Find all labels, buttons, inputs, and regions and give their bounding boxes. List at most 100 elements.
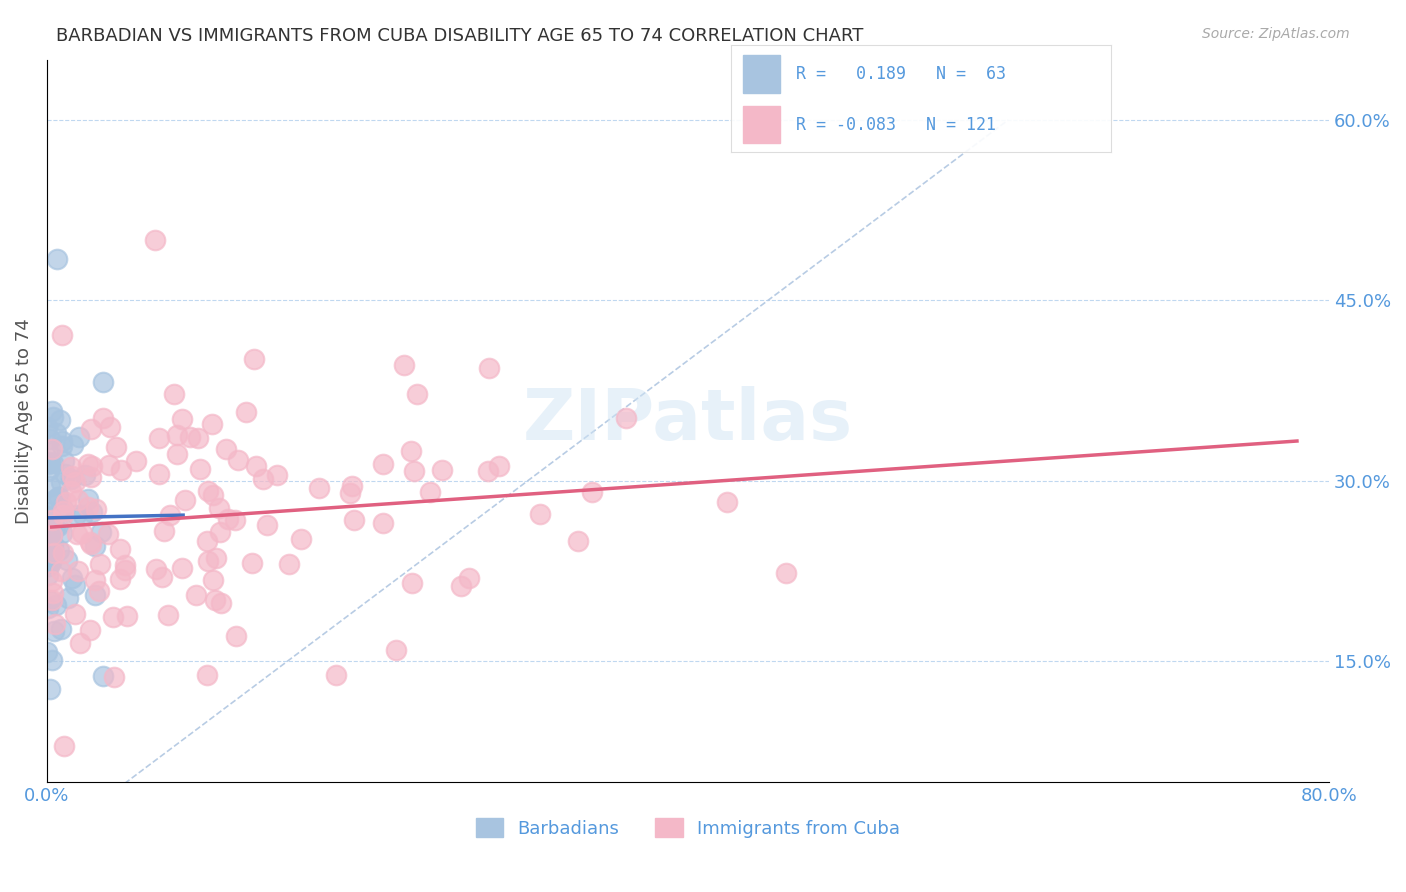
Point	[245, 458, 267, 473]
Point	[51, 439, 73, 453]
Point	[200, 417, 222, 431]
Point	[325, 667, 347, 681]
Point	[72, 508, 94, 522]
Point	[52, 504, 75, 518]
Point	[197, 483, 219, 498]
Point	[373, 457, 395, 471]
Point	[226, 453, 249, 467]
Point	[38, 559, 60, 574]
Point	[392, 358, 415, 372]
Point	[235, 405, 257, 419]
Point	[37, 645, 59, 659]
Point	[63, 475, 86, 489]
Point	[42, 586, 65, 600]
Point	[114, 558, 136, 573]
Point	[401, 444, 423, 458]
Point	[208, 525, 231, 540]
Point	[89, 557, 111, 571]
Point	[567, 534, 589, 549]
Point	[243, 351, 266, 366]
Point	[186, 588, 208, 602]
Point	[145, 562, 167, 576]
Point	[110, 462, 132, 476]
Point	[45, 426, 67, 441]
Text: BARBADIAN VS IMMIGRANTS FROM CUBA DISABILITY AGE 65 TO 74 CORRELATION CHART: BARBADIAN VS IMMIGRANTS FROM CUBA DISABI…	[56, 27, 863, 45]
Point	[65, 508, 87, 522]
Point	[205, 550, 228, 565]
Point	[581, 485, 603, 500]
Point	[48, 491, 70, 505]
Point	[80, 458, 103, 473]
Point	[42, 410, 65, 425]
Point	[42, 546, 65, 560]
Text: R =   0.189   N =  63: R = 0.189 N = 63	[796, 64, 1005, 82]
Point	[37, 445, 59, 459]
Point	[41, 546, 63, 560]
Point	[458, 571, 481, 585]
Point	[76, 500, 98, 514]
Point	[51, 546, 73, 560]
Text: ZIPatlas: ZIPatlas	[523, 386, 853, 455]
Point	[170, 561, 193, 575]
Point	[55, 494, 77, 508]
Point	[51, 328, 73, 343]
Point	[41, 442, 63, 457]
Point	[240, 556, 263, 570]
Point	[37, 600, 59, 615]
Point	[83, 573, 105, 587]
Point	[44, 492, 66, 507]
Y-axis label: Disability Age 65 to 74: Disability Age 65 to 74	[15, 318, 32, 524]
Point	[70, 526, 93, 541]
Point	[56, 591, 79, 606]
Point	[59, 472, 82, 486]
Point	[343, 513, 366, 527]
Point	[208, 500, 231, 515]
Legend: Barbadians, Immigrants from Cuba: Barbadians, Immigrants from Cuba	[468, 811, 907, 845]
Point	[76, 492, 98, 507]
Point	[67, 564, 90, 578]
Point	[104, 440, 127, 454]
Point	[89, 584, 111, 599]
Point	[97, 527, 120, 541]
Point	[224, 513, 246, 527]
Point	[488, 458, 510, 473]
Point	[202, 488, 225, 502]
Point	[41, 527, 63, 541]
Point	[148, 467, 170, 482]
Point	[51, 500, 73, 514]
Point	[115, 608, 138, 623]
Point	[256, 517, 278, 532]
Point	[51, 526, 73, 541]
Point	[143, 233, 166, 247]
Point	[114, 563, 136, 577]
Point	[77, 457, 100, 471]
Point	[84, 501, 107, 516]
Point	[39, 594, 62, 608]
Point	[209, 597, 232, 611]
Point	[37, 419, 59, 434]
Point	[430, 463, 453, 477]
Point	[79, 623, 101, 637]
Point	[217, 511, 239, 525]
Text: Source: ZipAtlas.com: Source: ZipAtlas.com	[1202, 27, 1350, 41]
Point	[103, 610, 125, 624]
Point	[63, 607, 86, 622]
Point	[39, 547, 62, 561]
Point	[614, 410, 637, 425]
Point	[41, 513, 63, 527]
Point	[49, 565, 72, 579]
Point	[187, 431, 209, 445]
Point	[97, 458, 120, 472]
Point	[373, 516, 395, 530]
Point	[41, 574, 63, 588]
Point	[716, 494, 738, 508]
Point	[55, 553, 77, 567]
Point	[69, 636, 91, 650]
Point	[59, 459, 82, 474]
Point	[39, 555, 62, 569]
Point	[51, 622, 73, 636]
Point	[402, 464, 425, 478]
Point	[166, 447, 188, 461]
Point	[110, 572, 132, 586]
Point	[159, 508, 181, 522]
